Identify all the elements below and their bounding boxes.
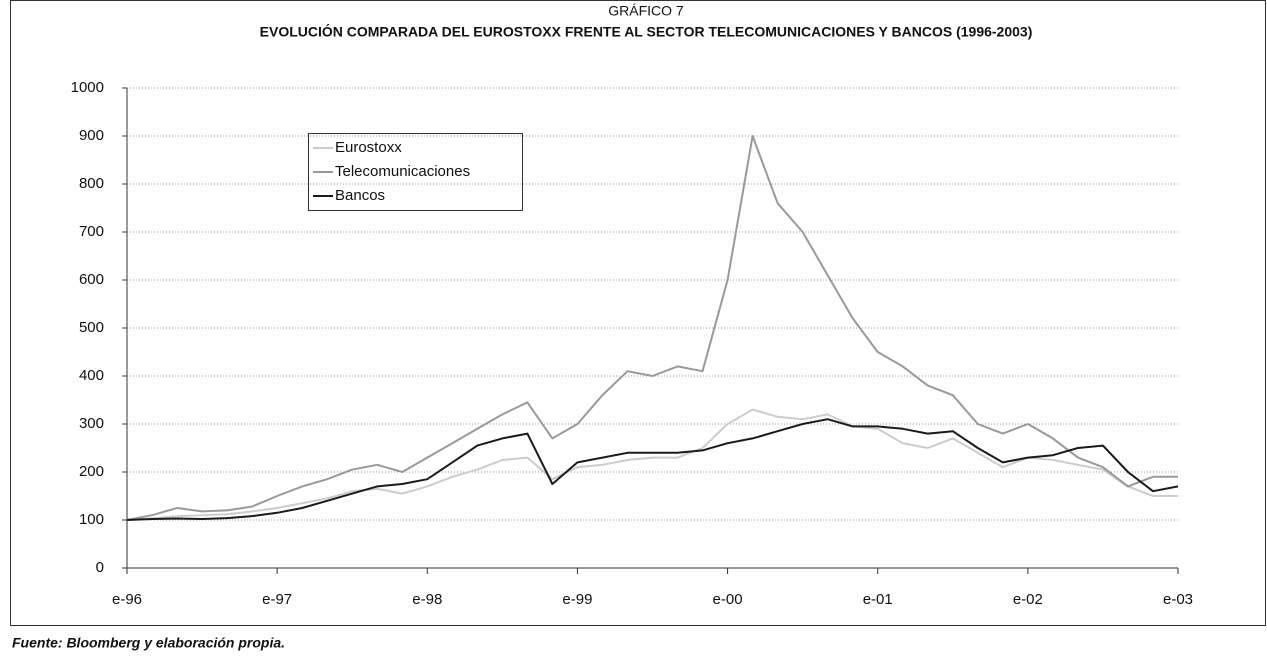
y-tick-label: 800 bbox=[79, 175, 104, 192]
y-tick-label: 600 bbox=[79, 271, 104, 288]
x-tick-label: e-03 bbox=[1163, 591, 1193, 608]
x-tick-label: e-99 bbox=[562, 591, 592, 608]
source: Fuente: Bloomberg y elaboración propia. bbox=[12, 635, 285, 651]
x-tick-label: e-01 bbox=[863, 591, 893, 608]
y-tick-label: 400 bbox=[79, 367, 104, 384]
series-line bbox=[126, 418, 1179, 521]
y-tick-label: 300 bbox=[79, 415, 104, 432]
legend-label: Eurostoxx bbox=[335, 139, 402, 156]
y-tick-label: 1000 bbox=[71, 79, 104, 96]
x-tick-label: e-98 bbox=[412, 591, 442, 608]
series-line bbox=[126, 408, 1178, 521]
legend-label: Bancos bbox=[335, 187, 385, 204]
y-tick-label: 700 bbox=[79, 223, 104, 240]
y-tick-label: 100 bbox=[79, 511, 104, 528]
y-tick-label: 500 bbox=[79, 319, 104, 336]
chart-title: GRÁFICO 7 bbox=[608, 3, 684, 19]
y-tick-label: 200 bbox=[79, 463, 104, 480]
x-tick-label: e-97 bbox=[262, 591, 292, 608]
x-tick-label: e-00 bbox=[713, 591, 743, 608]
legend-box bbox=[308, 133, 523, 211]
y-tick-label: 900 bbox=[79, 127, 104, 144]
y-tick-label: 0 bbox=[96, 559, 104, 576]
series-line bbox=[126, 135, 1178, 521]
frame bbox=[10, 0, 1266, 626]
x-tick-label: e-96 bbox=[112, 591, 142, 608]
chart-subtitle: EVOLUCIÓN COMPARADA DEL EUROSTOXX FRENTE… bbox=[260, 23, 1033, 40]
x-tick-label: e-02 bbox=[1013, 591, 1043, 608]
legend-label: Telecomunicaciones bbox=[335, 163, 470, 180]
